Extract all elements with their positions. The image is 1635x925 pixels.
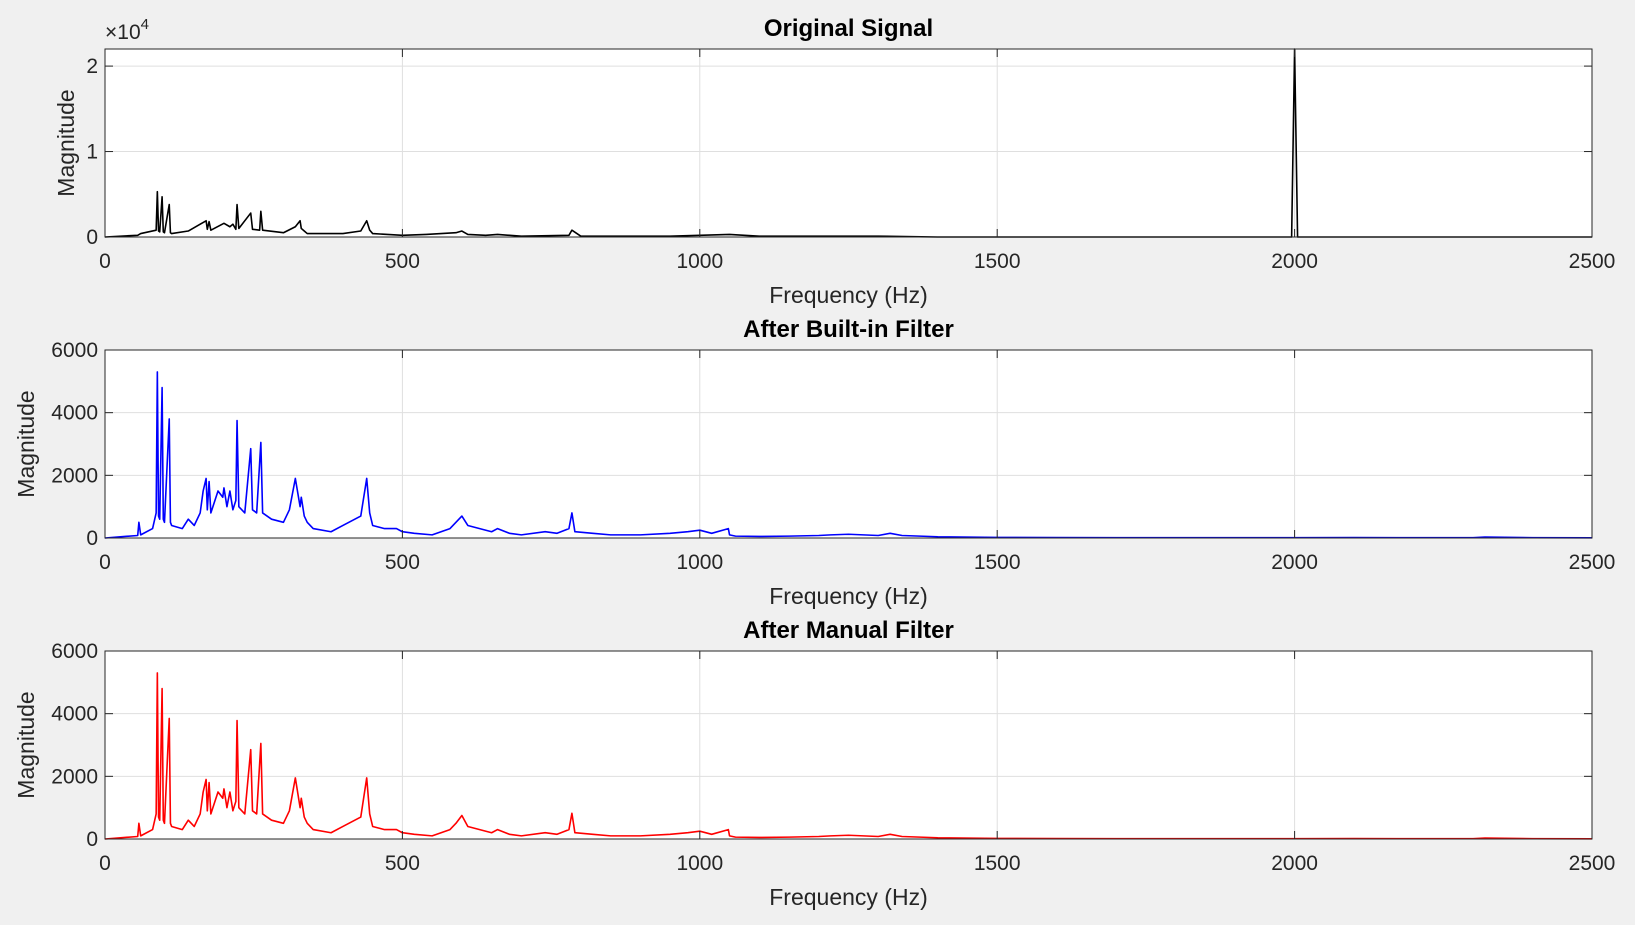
- x-axis-label: Frequency (Hz): [769, 282, 927, 308]
- y-axis-label: Magnitude: [13, 691, 39, 798]
- x-tick-label: 500: [385, 852, 420, 875]
- series-line-1: [104, 371, 1593, 539]
- subplot-2: 0 500 1000 1500 2000 2500 0 2000 4000 6000 After B…: [13, 316, 1615, 609]
- y-tick-label: 4000: [51, 703, 98, 726]
- x-tick-label: 1000: [676, 551, 723, 574]
- chart-title: After Manual Filter: [743, 617, 954, 644]
- y-tick-label: 0: [86, 527, 98, 550]
- y-axis-label: Magnitude: [13, 390, 39, 497]
- x-axis-label: Frequency (Hz): [769, 583, 927, 609]
- y-tick-label: 2: [86, 55, 98, 78]
- y-axis-label: Magnitude: [53, 89, 79, 196]
- x-tick-label: 1500: [974, 852, 1021, 875]
- x-tick-label: 2500: [1569, 551, 1616, 574]
- y-tick-label: 2000: [51, 464, 98, 487]
- x-axis-label: Frequency (Hz): [769, 884, 927, 910]
- x-tick-label: 500: [385, 250, 420, 273]
- y-tick-label: 0: [86, 828, 98, 851]
- y-exponent-label: ×104: [105, 16, 149, 44]
- chart-title: After Built-in Filter: [743, 316, 954, 343]
- subplot-3: 0 500 1000 1500 2000 2500 0 2000 4000 6000 After M…: [13, 617, 1615, 910]
- x-tick-label: 2500: [1569, 250, 1616, 273]
- y-tick-label: 0: [86, 226, 98, 249]
- x-tick-label: 2000: [1271, 250, 1318, 273]
- plot-area: [105, 350, 1592, 538]
- x-tick-label: 1000: [676, 852, 723, 875]
- y-tick-label: 6000: [51, 640, 98, 663]
- x-tick-label: 0: [99, 852, 111, 875]
- x-tick-label: 0: [99, 250, 111, 273]
- plot-area: [105, 651, 1592, 839]
- x-tick-label: 1500: [974, 551, 1021, 574]
- y-tick-label: 4000: [51, 402, 98, 425]
- axes-box: [104, 650, 1593, 840]
- series-line-1: [104, 672, 1593, 840]
- subplot-1: 0 500 1000 1500 2000 2500 0 1 2 ×104 Original Sign…: [53, 15, 1615, 308]
- x-tick-label: 2000: [1271, 852, 1318, 875]
- y-tick-label: 6000: [51, 339, 98, 362]
- x-tick-label: 2000: [1271, 551, 1318, 574]
- y-tick-label: 1: [86, 141, 98, 164]
- x-tick-label: 0: [99, 551, 111, 574]
- chart-title: Original Signal: [764, 15, 933, 42]
- x-tick-label: 500: [385, 551, 420, 574]
- axes-box: [104, 349, 1593, 539]
- x-tick-label: 2500: [1569, 852, 1616, 875]
- y-tick-label: 2000: [51, 765, 98, 788]
- x-tick-label: 1000: [676, 250, 723, 273]
- axes-box: [104, 48, 1593, 238]
- x-tick-label: 1500: [974, 250, 1021, 273]
- plot-area: [105, 49, 1592, 237]
